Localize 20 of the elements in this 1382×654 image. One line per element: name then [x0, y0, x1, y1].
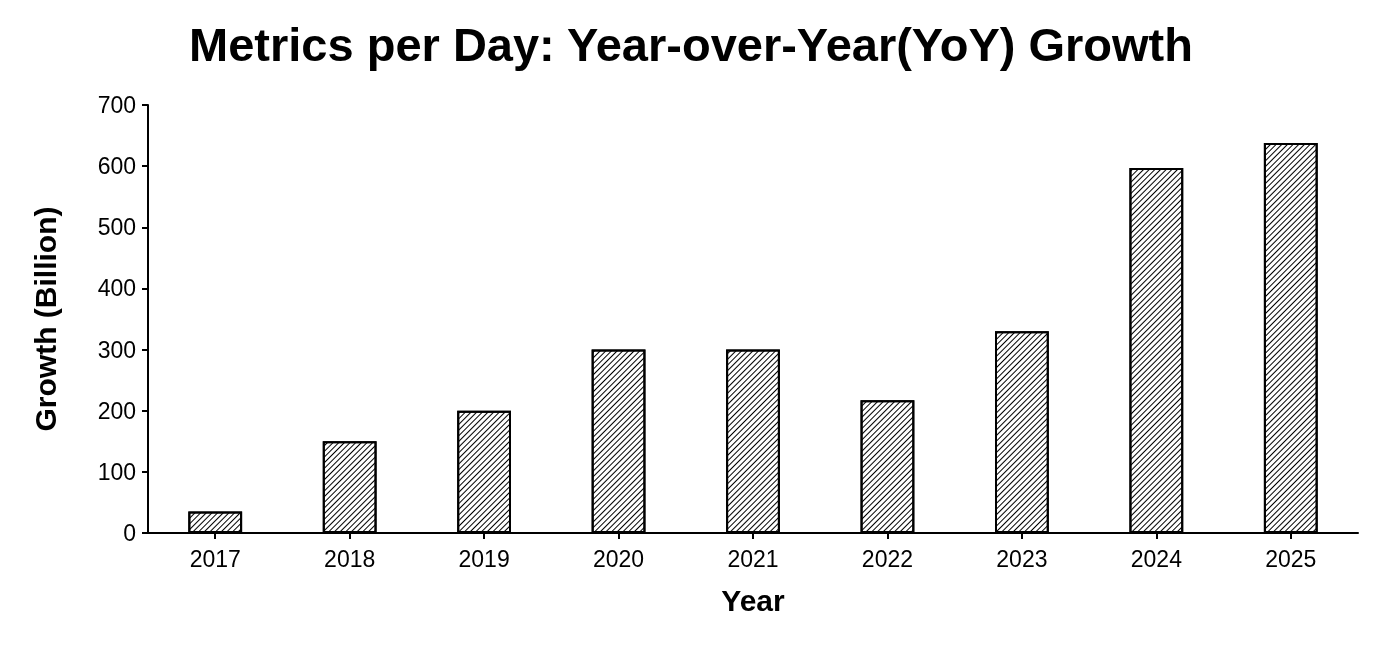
y-tick-label: 100	[97, 458, 136, 485]
x-tick-label: 2020	[592, 545, 645, 572]
chart-title: Metrics per Day: Year-over-Year(YoY) Growth	[189, 18, 1193, 71]
y-tick-label: 0	[123, 520, 136, 546]
y-tick-label: 700	[97, 92, 136, 118]
x-tick-label: 2025	[1265, 545, 1317, 572]
x-tick-label: 2024	[1130, 545, 1183, 572]
x-tick-label: 2023	[996, 545, 1048, 572]
y-tick-label: 500	[97, 214, 136, 241]
y-tick-label: 300	[97, 336, 136, 363]
x-axis-title: Year	[721, 583, 786, 617]
x-tick-label: 2018	[324, 545, 376, 572]
x-tick-label: 2019	[458, 545, 510, 572]
x-tick-label: 2017	[189, 545, 241, 572]
y-axis-title: Growth (Billion)	[28, 206, 62, 432]
x-tick-label: 2022	[861, 545, 914, 572]
y-tick-label: 200	[97, 397, 136, 424]
y-tick-label: 600	[97, 153, 136, 180]
x-tick-label: 2021	[727, 545, 779, 572]
y-tick-label: 400	[97, 275, 136, 302]
